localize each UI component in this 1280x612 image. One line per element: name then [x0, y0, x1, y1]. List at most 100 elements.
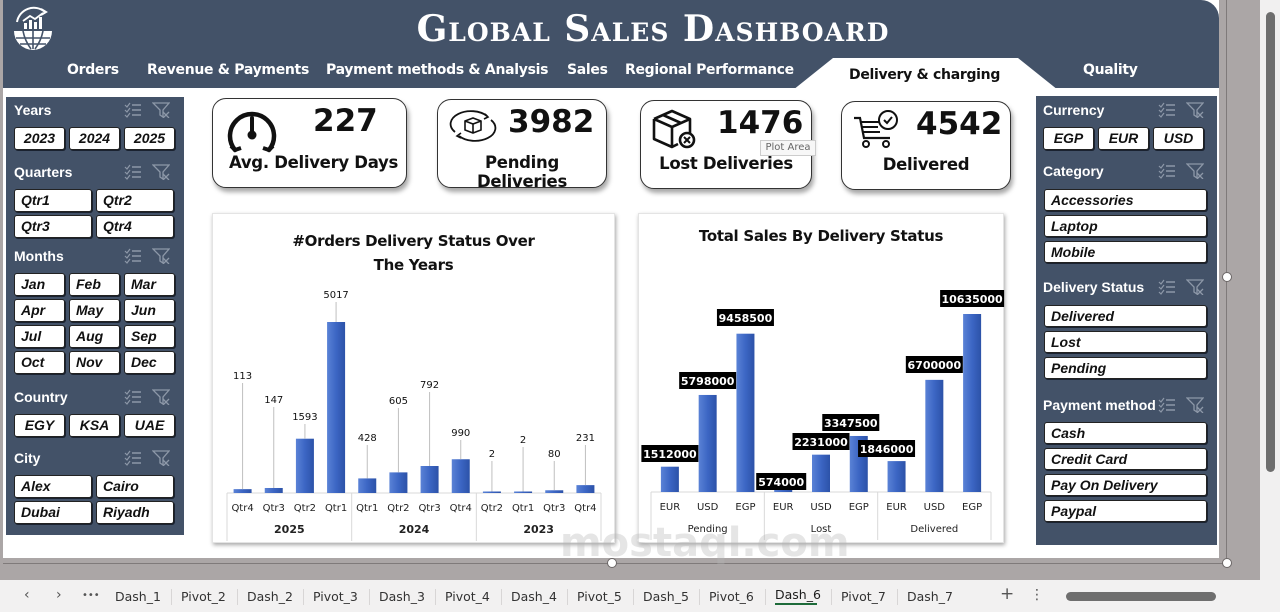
slicer-item-month[interactable]: Dec	[124, 351, 175, 374]
slicer-item-quarter[interactable]: Qtr1	[14, 189, 92, 212]
multi-select-icon[interactable]	[124, 248, 142, 264]
horizontal-scroll-thumb[interactable]	[1066, 592, 1216, 601]
sheet-tab-dash-2[interactable]: Dash_2	[247, 589, 293, 604]
vertical-scroll-thumb[interactable]	[1266, 12, 1275, 472]
slicer-item-delivery-status[interactable]: Lost	[1044, 331, 1207, 353]
multi-select-icon[interactable]	[1158, 102, 1176, 118]
data-label-bg	[716, 309, 774, 326]
multi-select-icon[interactable]	[1158, 397, 1176, 413]
sheet-tab-dash-6[interactable]: Dash_6	[775, 587, 821, 602]
slicer-item-month[interactable]: Apr	[14, 299, 65, 322]
slicer-item-month[interactable]: Jan	[14, 273, 65, 296]
slicer-item-month[interactable]: Feb	[69, 273, 120, 296]
sheet-tab-pivot-5[interactable]: Pivot_5	[577, 589, 622, 604]
slicer-item-quarter[interactable]: Qtr3	[14, 215, 92, 238]
resize-handle[interactable]	[607, 558, 617, 568]
nav-tab-orders[interactable]: Orders	[67, 62, 119, 78]
slicer-item-month[interactable]: Jun	[124, 299, 175, 322]
nav-tab-revenue-payments[interactable]: Revenue & Payments	[147, 62, 309, 78]
bar	[736, 333, 755, 492]
slicer-item-month[interactable]: Mar	[124, 273, 175, 296]
sheet-tab-pivot-4[interactable]: Pivot_4	[445, 589, 490, 604]
slicer-title-delivery-status: Delivery Status	[1043, 279, 1145, 295]
slicer-item-month[interactable]: Sep	[124, 325, 175, 348]
nav-tab-delivery-charging[interactable]: Delivery & charging	[849, 67, 1001, 83]
slicer-item-payment-method[interactable]: Pay On Delivery	[1044, 474, 1207, 496]
multi-select-icon[interactable]	[124, 450, 142, 466]
slicer-item-month[interactable]: Nov	[69, 351, 120, 374]
x-tick-label: EUR	[660, 502, 681, 513]
slicer-item-year[interactable]: 2023	[14, 127, 65, 150]
sheet-tab-dash-3[interactable]: Dash_3	[379, 589, 425, 604]
more-sheets-button[interactable]: •••	[82, 590, 100, 601]
slicer-item-year[interactable]: 2025	[124, 127, 175, 150]
orders-delivery-chart[interactable]: #Orders Delivery Status Over The Years 1…	[212, 213, 615, 543]
clear-filter-icon[interactable]	[152, 102, 170, 118]
slicer-item-month[interactable]: Jul	[14, 325, 65, 348]
bar	[389, 472, 408, 493]
slicer-item-currency[interactable]: EGP	[1043, 127, 1094, 150]
slicer-item-category[interactable]: Laptop	[1044, 215, 1207, 237]
clear-filter-icon[interactable]	[1186, 102, 1204, 118]
sheet-tab-dash-1[interactable]: Dash_1	[115, 589, 161, 604]
slicer-item-currency[interactable]: USD	[1153, 127, 1204, 150]
multi-select-icon[interactable]	[1158, 163, 1176, 179]
sales-delivery-chart[interactable]: Total Sales By Delivery Status 1512000 EU…	[638, 213, 1005, 543]
slicer-item-city[interactable]: Riyadh	[96, 501, 174, 524]
sheet-tab-pivot-7[interactable]: Pivot_7	[841, 589, 886, 604]
slicer-item-quarter[interactable]: Qtr4	[96, 215, 174, 238]
clear-filter-icon[interactable]	[152, 389, 170, 405]
slicer-title-city: City	[14, 450, 41, 466]
slicer-item-city[interactable]: Dubai	[14, 501, 92, 524]
multi-select-icon[interactable]	[124, 389, 142, 405]
sheet-tab-dash-7[interactable]: Dash_7	[907, 589, 953, 604]
slicer-item-city[interactable]: Cairo	[96, 475, 174, 498]
slicer-item-payment-method[interactable]: Paypal	[1044, 500, 1207, 522]
clear-filter-icon[interactable]	[152, 450, 170, 466]
slicer-item-month[interactable]: May	[69, 299, 120, 322]
sheet-tab-pivot-2[interactable]: Pivot_2	[181, 589, 226, 604]
slicer-item-payment-method[interactable]: Credit Card	[1044, 448, 1207, 470]
next-sheet-button[interactable]: ›	[56, 587, 62, 603]
sheet-tab-dash-5[interactable]: Dash_5	[643, 589, 689, 604]
slicer-item-payment-method[interactable]: Cash	[1044, 422, 1207, 444]
prev-sheet-button[interactable]: ‹	[24, 587, 30, 603]
slicer-item-delivery-status[interactable]: Delivered	[1044, 305, 1207, 327]
sheet-tab-dash-4[interactable]: Dash_4	[511, 589, 557, 604]
slicer-item-month[interactable]: Oct	[14, 351, 65, 374]
slicer-item-city[interactable]: Alex	[14, 475, 92, 498]
sheet-tab-pivot-3[interactable]: Pivot_3	[313, 589, 358, 604]
multi-select-icon[interactable]	[1158, 279, 1176, 295]
clear-filter-icon[interactable]	[1186, 397, 1204, 413]
slicer-item-month[interactable]: Aug	[69, 325, 120, 348]
sheet-tab-pivot-6[interactable]: Pivot_6	[709, 589, 754, 604]
slicer-item-category[interactable]: Mobile	[1044, 241, 1207, 263]
clear-filter-icon[interactable]	[1186, 163, 1204, 179]
slicer-item-category[interactable]: Accessories	[1044, 189, 1207, 211]
slicer-item-year[interactable]: 2024	[69, 127, 120, 150]
multi-select-icon[interactable]	[124, 164, 142, 180]
nav-tab-payment-methods[interactable]: Payment methods & Analysis	[326, 62, 549, 78]
data-label: 2	[489, 449, 495, 460]
x-tick-label: EGP	[849, 502, 869, 513]
resize-handle[interactable]	[1222, 558, 1232, 568]
slicer-item-country[interactable]: UAE	[124, 414, 175, 437]
clear-filter-icon[interactable]	[152, 164, 170, 180]
nav-tab-sales[interactable]: Sales	[567, 62, 608, 78]
slicer-item-currency[interactable]: EUR	[1098, 127, 1149, 150]
nav-tab-quality[interactable]: Quality	[1083, 62, 1138, 78]
nav-tab-regional-performance[interactable]: Regional Performance	[625, 62, 794, 78]
slicer-item-country[interactable]: KSA	[69, 414, 120, 437]
add-sheet-button[interactable]: +	[1000, 584, 1015, 604]
clear-filter-icon[interactable]	[1186, 279, 1204, 295]
globe-chart-icon	[14, 6, 52, 50]
slicer-item-country[interactable]: EGY	[14, 414, 65, 437]
sheet-options-button[interactable]: ⋮	[1030, 587, 1044, 603]
resize-handle[interactable]	[1222, 272, 1232, 282]
data-label: 1512000	[643, 448, 697, 461]
slicer-item-quarter[interactable]: Qtr2	[96, 189, 174, 212]
multi-select-icon[interactable]	[124, 102, 142, 118]
tab-separator	[831, 589, 832, 605]
slicer-item-delivery-status[interactable]: Pending	[1044, 357, 1207, 379]
clear-filter-icon[interactable]	[152, 248, 170, 264]
